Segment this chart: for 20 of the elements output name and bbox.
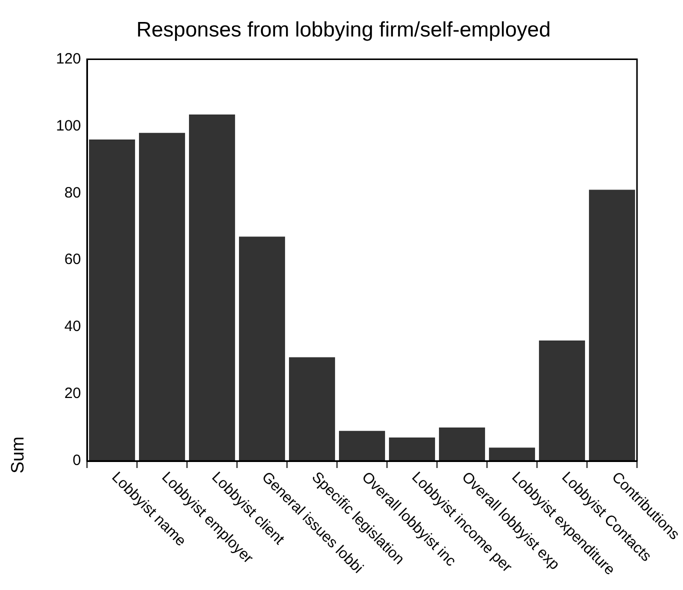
bar: [238, 236, 286, 461]
bar: [338, 430, 386, 461]
bar: [388, 438, 436, 461]
y-tick-label: 100: [56, 117, 82, 134]
bar: [538, 340, 586, 461]
bar: [488, 448, 536, 461]
y-tick-label: 80: [64, 184, 82, 202]
y-tick-label: 0: [72, 452, 82, 470]
chart-title: Responses from lobbying firm/self-employed: [136, 18, 551, 42]
bar: [188, 114, 236, 461]
bar: [138, 132, 186, 461]
y-axis-title: Sum: [8, 436, 28, 474]
y-tick-label: 120: [56, 50, 82, 68]
y-tick-label: 40: [64, 318, 82, 336]
bar: [588, 190, 636, 461]
y-tick-label: 60: [64, 251, 82, 268]
y-tick-label: 20: [64, 385, 82, 402]
bar: [288, 357, 336, 461]
bar: [438, 428, 486, 461]
bar: [88, 140, 136, 461]
